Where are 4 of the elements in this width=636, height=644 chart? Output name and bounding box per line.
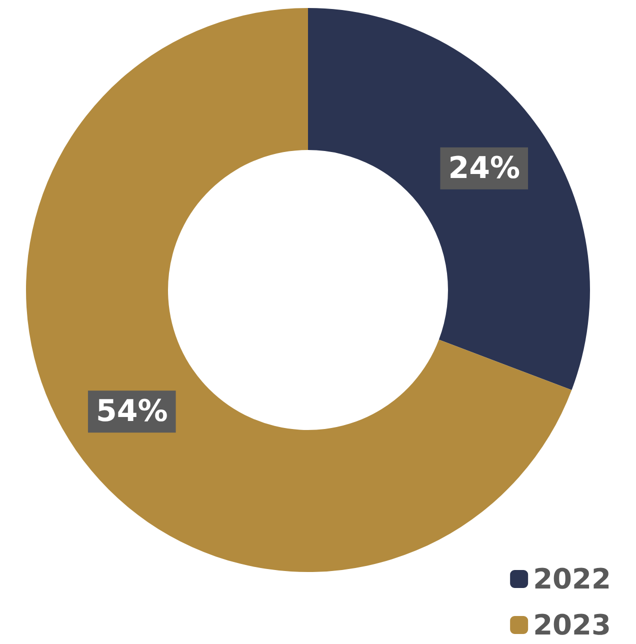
data-label: 24% — [448, 150, 520, 186]
data-label: 54% — [96, 394, 168, 430]
legend-label: 2023 — [533, 608, 612, 642]
legend-label: 2022 — [533, 562, 612, 596]
